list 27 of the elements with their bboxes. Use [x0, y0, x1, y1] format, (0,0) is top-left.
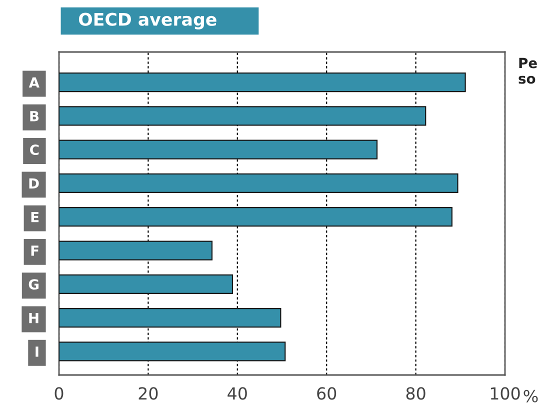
y-tick-label: F: [31, 246, 38, 256]
bar: [59, 207, 452, 227]
chart-title: OECD average: [78, 12, 216, 30]
y-tick-label: G: [28, 279, 39, 290]
y-tick-label: H: [29, 312, 38, 324]
y-tick-label: B: [30, 111, 39, 122]
y-tick-label: E: [31, 212, 39, 222]
x-tick-label: 0: [54, 387, 64, 400]
text: Pe so: [518, 58, 537, 84]
x-tick-label: 60: [317, 387, 336, 400]
y-tick-label: A: [28, 77, 40, 88]
bar: [59, 308, 282, 328]
x-tick-label: 80: [406, 387, 426, 400]
y-tick-label: I: [36, 346, 38, 357]
bar: [59, 173, 458, 194]
y-tick-label: D: [29, 178, 39, 188]
bar: [59, 140, 378, 160]
bar: [59, 72, 466, 92]
bar: [59, 274, 234, 294]
bar: [59, 342, 286, 362]
x-tick-label: 100: [490, 387, 520, 400]
x-tick-label: 40: [228, 387, 247, 400]
x-tick-label: 20: [138, 387, 158, 400]
bar: [59, 240, 213, 260]
y-tick-label: C: [30, 144, 39, 156]
x-axis-title: %: [524, 390, 538, 402]
bar: [59, 106, 426, 126]
